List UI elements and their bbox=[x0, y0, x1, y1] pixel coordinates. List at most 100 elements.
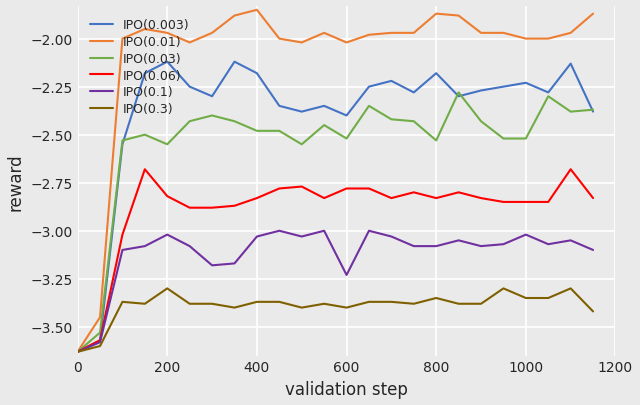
IPO(0.003) bbox=[342, 114, 350, 119]
IPO(0.03) bbox=[275, 129, 283, 134]
Line: IPO(0.06): IPO(0.06) bbox=[77, 170, 593, 352]
IPO(0.01) bbox=[141, 28, 148, 32]
IPO(0.01) bbox=[298, 41, 305, 46]
IPO(0.06) bbox=[455, 190, 463, 195]
IPO(0.06) bbox=[208, 206, 216, 211]
IPO(0.01) bbox=[522, 37, 530, 42]
IPO(0.06) bbox=[253, 196, 260, 201]
IPO(0.03) bbox=[500, 137, 508, 142]
IPO(0.3) bbox=[141, 302, 148, 307]
X-axis label: validation step: validation step bbox=[285, 380, 408, 398]
IPO(0.1) bbox=[477, 244, 485, 249]
IPO(0.01) bbox=[567, 31, 575, 36]
Line: IPO(0.3): IPO(0.3) bbox=[77, 289, 593, 352]
IPO(0.3) bbox=[230, 305, 238, 310]
IPO(0.06) bbox=[96, 338, 104, 343]
IPO(0.06) bbox=[567, 167, 575, 172]
IPO(0.003) bbox=[589, 110, 597, 115]
IPO(0.01) bbox=[410, 31, 418, 36]
IPO(0.3) bbox=[298, 305, 305, 310]
IPO(0.01) bbox=[589, 12, 597, 17]
IPO(0.06) bbox=[163, 194, 171, 199]
Y-axis label: reward: reward bbox=[7, 153, 25, 210]
IPO(0.1) bbox=[141, 244, 148, 249]
IPO(0.03) bbox=[186, 119, 193, 124]
IPO(0.06) bbox=[298, 185, 305, 190]
IPO(0.3) bbox=[320, 302, 328, 307]
IPO(0.01) bbox=[163, 31, 171, 36]
IPO(0.003) bbox=[545, 91, 552, 96]
IPO(0.003) bbox=[388, 79, 396, 84]
IPO(0.01) bbox=[74, 350, 81, 354]
IPO(0.003) bbox=[320, 104, 328, 109]
IPO(0.003) bbox=[433, 72, 440, 77]
IPO(0.01) bbox=[253, 9, 260, 13]
IPO(0.003) bbox=[567, 62, 575, 67]
IPO(0.01) bbox=[275, 37, 283, 42]
IPO(0.03) bbox=[298, 143, 305, 147]
IPO(0.01) bbox=[118, 37, 126, 42]
IPO(0.1) bbox=[298, 234, 305, 239]
IPO(0.06) bbox=[118, 232, 126, 237]
IPO(0.3) bbox=[477, 302, 485, 307]
IPO(0.01) bbox=[500, 31, 508, 36]
IPO(0.003) bbox=[230, 60, 238, 65]
IPO(0.1) bbox=[163, 232, 171, 237]
IPO(0.3) bbox=[433, 296, 440, 301]
IPO(0.06) bbox=[410, 190, 418, 195]
IPO(0.1) bbox=[500, 242, 508, 247]
IPO(0.06) bbox=[275, 187, 283, 192]
IPO(0.01) bbox=[96, 315, 104, 320]
IPO(0.003) bbox=[455, 95, 463, 100]
IPO(0.003) bbox=[253, 72, 260, 77]
IPO(0.1) bbox=[74, 350, 81, 354]
IPO(0.3) bbox=[388, 300, 396, 305]
IPO(0.03) bbox=[253, 129, 260, 134]
IPO(0.3) bbox=[163, 286, 171, 291]
IPO(0.06) bbox=[141, 167, 148, 172]
IPO(0.03) bbox=[230, 119, 238, 124]
IPO(0.01) bbox=[388, 31, 396, 36]
IPO(0.03) bbox=[141, 133, 148, 138]
IPO(0.06) bbox=[500, 200, 508, 205]
IPO(0.06) bbox=[74, 350, 81, 354]
IPO(0.01) bbox=[433, 12, 440, 17]
IPO(0.1) bbox=[186, 244, 193, 249]
IPO(0.03) bbox=[545, 95, 552, 100]
IPO(0.1) bbox=[410, 244, 418, 249]
IPO(0.03) bbox=[163, 143, 171, 147]
IPO(0.03) bbox=[410, 119, 418, 124]
Legend: IPO(0.003), IPO(0.01), IPO(0.03), IPO(0.06), IPO(0.1), IPO(0.3): IPO(0.003), IPO(0.01), IPO(0.03), IPO(0.… bbox=[84, 13, 195, 122]
IPO(0.1) bbox=[342, 273, 350, 278]
IPO(0.003) bbox=[477, 89, 485, 94]
IPO(0.03) bbox=[118, 139, 126, 143]
IPO(0.01) bbox=[545, 37, 552, 42]
IPO(0.003) bbox=[74, 350, 81, 354]
IPO(0.03) bbox=[455, 91, 463, 96]
IPO(0.01) bbox=[342, 41, 350, 46]
IPO(0.06) bbox=[230, 204, 238, 209]
IPO(0.003) bbox=[118, 143, 126, 147]
Line: IPO(0.03): IPO(0.03) bbox=[77, 93, 593, 352]
IPO(0.06) bbox=[477, 196, 485, 201]
IPO(0.1) bbox=[545, 242, 552, 247]
IPO(0.3) bbox=[522, 296, 530, 301]
IPO(0.01) bbox=[455, 14, 463, 19]
IPO(0.1) bbox=[433, 244, 440, 249]
Line: IPO(0.01): IPO(0.01) bbox=[77, 11, 593, 352]
IPO(0.06) bbox=[320, 196, 328, 201]
IPO(0.1) bbox=[118, 248, 126, 253]
IPO(0.1) bbox=[522, 232, 530, 237]
IPO(0.03) bbox=[365, 104, 373, 109]
IPO(0.003) bbox=[96, 338, 104, 343]
IPO(0.3) bbox=[342, 305, 350, 310]
Line: IPO(0.003): IPO(0.003) bbox=[77, 62, 593, 352]
IPO(0.003) bbox=[500, 85, 508, 90]
IPO(0.01) bbox=[186, 41, 193, 46]
IPO(0.03) bbox=[320, 124, 328, 128]
IPO(0.3) bbox=[567, 286, 575, 291]
IPO(0.3) bbox=[500, 286, 508, 291]
IPO(0.003) bbox=[208, 95, 216, 100]
IPO(0.3) bbox=[275, 300, 283, 305]
IPO(0.1) bbox=[320, 229, 328, 234]
